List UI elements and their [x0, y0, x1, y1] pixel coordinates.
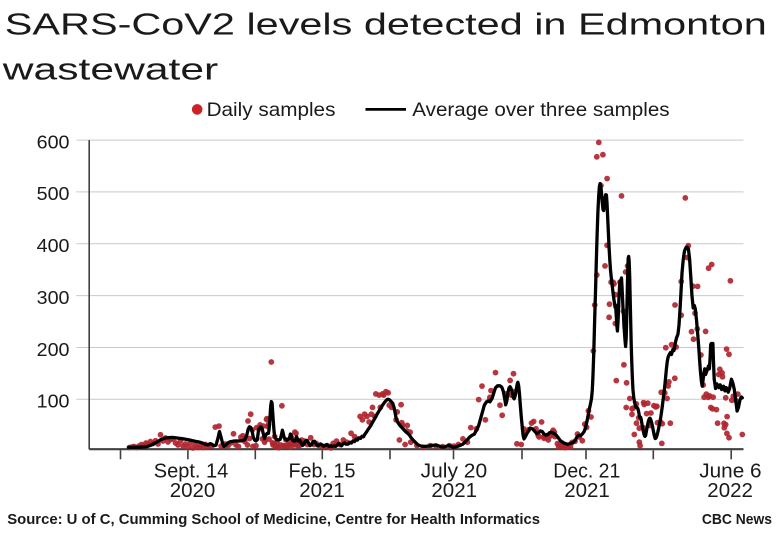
svg-text:Feb. 15: Feb. 15 [288, 460, 355, 482]
svg-text:2021: 2021 [431, 480, 477, 502]
svg-text:2022: 2022 [707, 480, 753, 502]
svg-text:2020: 2020 [170, 480, 216, 502]
svg-text:300: 300 [37, 289, 70, 309]
svg-text:500: 500 [37, 185, 70, 205]
svg-text:600: 600 [37, 133, 70, 153]
svg-text:wastewater: wastewater [2, 51, 219, 86]
svg-text:July 20: July 20 [421, 460, 488, 482]
svg-text:Dec. 21: Dec. 21 [553, 460, 620, 482]
svg-text:June 6: June 6 [699, 461, 761, 483]
svg-text:400: 400 [37, 237, 70, 257]
svg-text:100: 100 [37, 392, 70, 412]
svg-text:Source: U of C, Cumming School: Source: U of C, Cumming School of Medici… [7, 512, 540, 528]
svg-text:CBC News: CBC News [702, 511, 772, 527]
svg-text:200: 200 [37, 340, 70, 360]
svg-text:2021: 2021 [299, 480, 345, 502]
svg-text:SARS-CoV2 levels detected in E: SARS-CoV2 levels detected in Edmonton [5, 7, 767, 42]
svg-text:2021: 2021 [564, 480, 610, 502]
svg-text:Sept. 14: Sept. 14 [154, 461, 229, 483]
svg-text:Daily samples: Daily samples [207, 100, 336, 121]
svg-text:Average over three samples: Average over three samples [412, 100, 669, 121]
